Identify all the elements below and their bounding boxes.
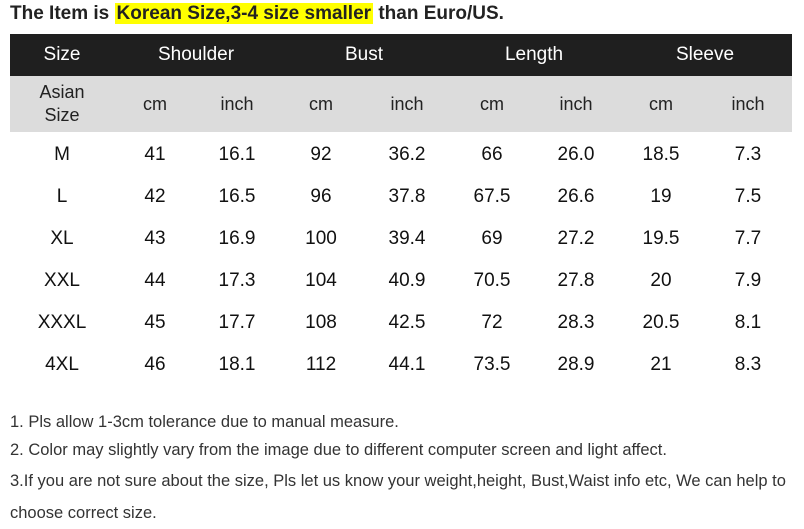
unit-inch: inch xyxy=(534,76,618,132)
cell-length-cm: 72 xyxy=(481,312,503,333)
table-row: M 41 16.1 92 36.2 66 26.0 18.5 7.3 xyxy=(10,132,792,176)
cell-bust-inch: 44.1 xyxy=(388,354,426,375)
cell-sleeve-cm: 21 xyxy=(650,354,672,375)
cell-shoulder-inch: 18.1 xyxy=(218,354,256,375)
group-header-row: Size Shoulder Bust Length Sleeve xyxy=(10,34,793,76)
cell-length-inch: 26.0 xyxy=(557,144,595,165)
cell-sleeve-inch: 8.3 xyxy=(734,354,762,375)
header-sleeve: Sleeve xyxy=(618,34,793,76)
cell-size: L xyxy=(56,186,68,207)
cell-length-cm: 70.5 xyxy=(473,270,511,291)
cell-bust-inch: 36.2 xyxy=(388,144,426,165)
heading-prefix: The Item is xyxy=(10,3,115,24)
cell-bust-cm: 100 xyxy=(305,228,337,249)
cell-bust-inch: 40.9 xyxy=(388,270,426,291)
cell-length-cm: 67.5 xyxy=(473,186,511,207)
table-row: 4XL 46 18.1 112 44.1 73.5 28.9 21 8.3 xyxy=(10,344,792,386)
cell-shoulder-inch: 16.1 xyxy=(218,144,256,165)
note-item: 1. Pls allow 1-3cm tolerance due to manu… xyxy=(10,413,399,431)
cell-sleeve-inch: 7.9 xyxy=(734,270,762,291)
cell-bust-cm: 104 xyxy=(305,270,337,291)
cell-shoulder-inch: 17.7 xyxy=(218,312,256,333)
cell-bust-inch: 37.8 xyxy=(388,186,426,207)
unit-inch: inch xyxy=(704,76,793,132)
cell-length-cm: 66 xyxy=(481,144,503,165)
size-notes: 1. Pls allow 1-3cm tolerance due to manu… xyxy=(10,408,802,529)
cell-shoulder-cm: 45 xyxy=(144,312,166,333)
unit-cm: cm xyxy=(450,76,534,132)
table-row: XL 43 16.9 100 39.4 69 27.2 19.5 7.7 xyxy=(10,218,792,260)
cell-bust-cm: 112 xyxy=(305,354,337,375)
header-bust: Bust xyxy=(278,34,450,76)
cell-bust-cm: 92 xyxy=(310,144,332,165)
cell-shoulder-cm: 42 xyxy=(144,186,166,207)
cell-shoulder-inch: 16.5 xyxy=(218,186,256,207)
cell-size: XL xyxy=(50,228,74,249)
unit-header-row: Asian Size cm inch cm inch cm inch cm in… xyxy=(10,76,793,132)
cell-shoulder-inch: 17.3 xyxy=(218,270,256,291)
cell-bust-inch: 42.5 xyxy=(388,312,426,333)
cell-length-cm: 69 xyxy=(481,228,503,249)
cell-bust-inch: 39.4 xyxy=(388,228,426,249)
cell-size: 4XL xyxy=(45,354,79,375)
cell-sleeve-inch: 7.5 xyxy=(734,186,762,207)
cell-shoulder-cm: 46 xyxy=(144,354,166,375)
header-length: Length xyxy=(450,34,618,76)
cell-sleeve-inch: 7.3 xyxy=(734,144,762,165)
cell-sleeve-cm: 18.5 xyxy=(642,144,680,165)
cell-sleeve-cm: 20 xyxy=(650,270,672,291)
cell-length-inch: 27.2 xyxy=(557,228,595,249)
cell-length-cm: 73.5 xyxy=(473,354,511,375)
cell-length-inch: 27.8 xyxy=(557,270,595,291)
unit-cm: cm xyxy=(114,76,196,132)
page-heading: The Item is Korean Size,3-4 size smaller… xyxy=(10,2,504,26)
table-row: L 42 16.5 96 37.8 67.5 26.6 19 7.5 xyxy=(10,176,792,218)
cell-length-inch: 26.6 xyxy=(557,186,595,207)
cell-size: XXL xyxy=(44,270,80,291)
cell-shoulder-inch: 16.9 xyxy=(218,228,256,249)
note-item: 3.If you are not sure about the size, Pl… xyxy=(10,472,786,522)
unit-cm: cm xyxy=(618,76,704,132)
cell-shoulder-cm: 41 xyxy=(144,144,166,165)
header-size: Size xyxy=(10,34,114,76)
cell-bust-cm: 96 xyxy=(310,186,332,207)
heading-highlight: Korean Size,3-4 size smaller xyxy=(114,3,374,24)
size-chart-table: Size Shoulder Bust Length Sleeve Asian S… xyxy=(10,34,793,386)
cell-bust-cm: 108 xyxy=(305,312,337,333)
cell-shoulder-cm: 43 xyxy=(144,228,166,249)
note-item: 2. Color may slightly vary from the imag… xyxy=(10,441,667,459)
cell-sleeve-cm: 20.5 xyxy=(642,312,680,333)
cell-sleeve-cm: 19 xyxy=(650,186,672,207)
cell-sleeve-inch: 8.1 xyxy=(734,312,762,333)
heading-suffix: than Euro/US. xyxy=(373,3,504,24)
table-row: XXL 44 17.3 104 40.9 70.5 27.8 20 7.9 xyxy=(10,260,792,302)
cell-sleeve-cm: 19.5 xyxy=(642,228,680,249)
cell-sleeve-inch: 7.7 xyxy=(734,228,762,249)
cell-length-inch: 28.9 xyxy=(557,354,595,375)
header-asian-size: Asian Size xyxy=(10,76,114,132)
cell-length-inch: 28.3 xyxy=(557,312,595,333)
unit-cm: cm xyxy=(278,76,364,132)
cell-shoulder-cm: 44 xyxy=(144,270,166,291)
table-row: XXXL 45 17.7 108 42.5 72 28.3 20.5 8.1 xyxy=(10,302,792,344)
cell-size: XXXL xyxy=(37,312,87,333)
header-shoulder: Shoulder xyxy=(114,34,278,76)
unit-inch: inch xyxy=(196,76,278,132)
cell-size: M xyxy=(54,144,70,165)
unit-inch: inch xyxy=(364,76,450,132)
